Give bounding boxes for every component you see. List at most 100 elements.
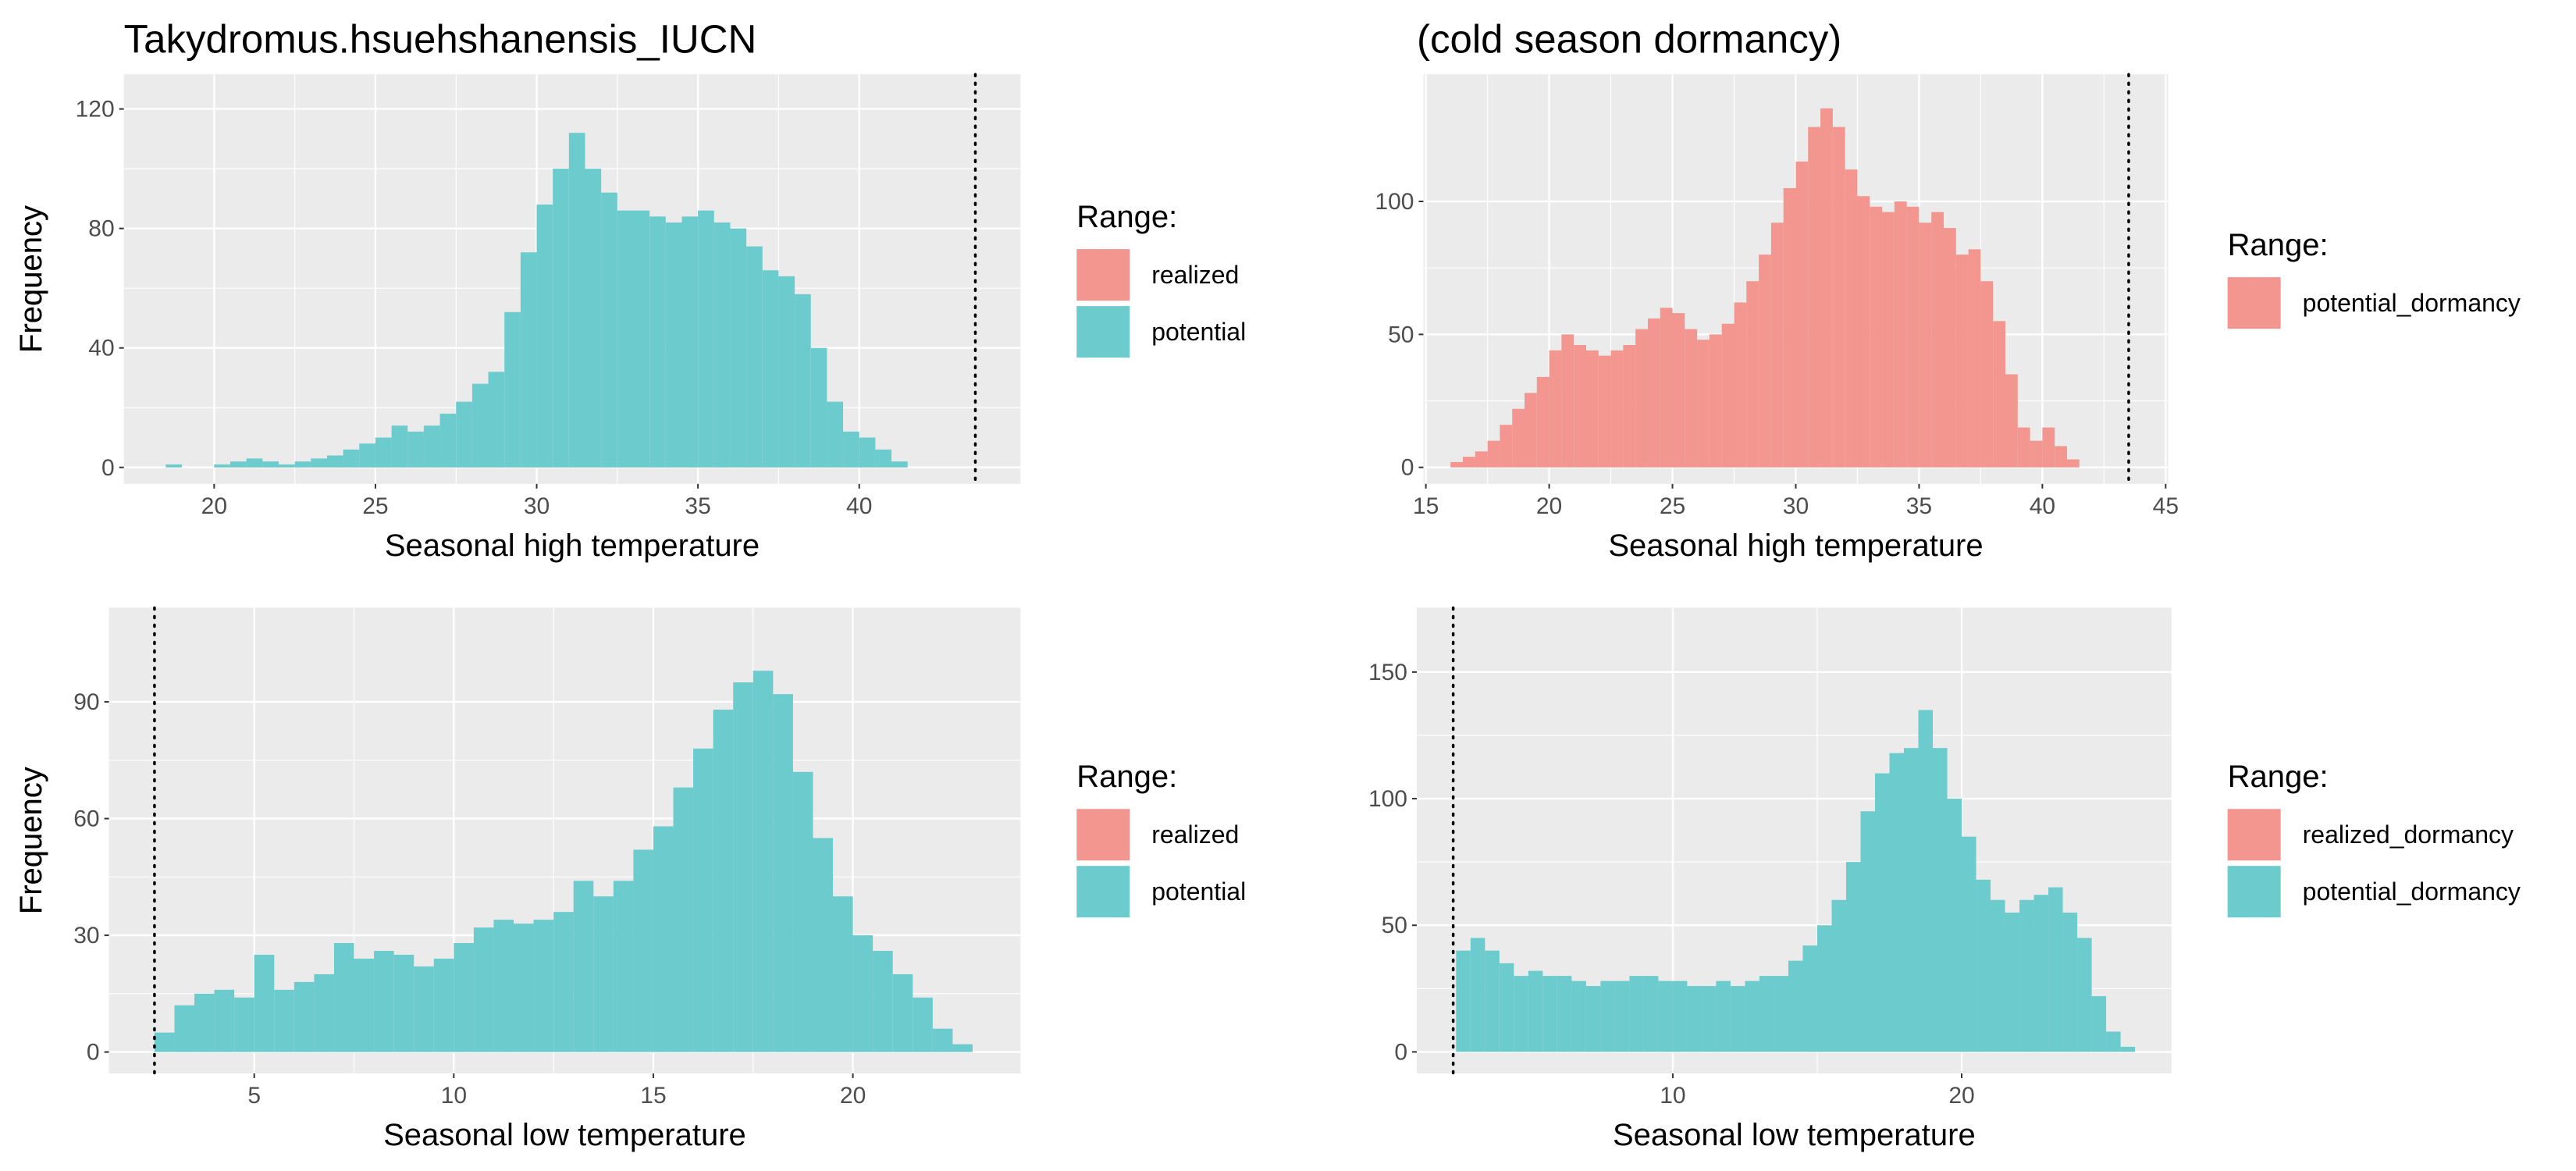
legend-label: realized bbox=[1151, 261, 1239, 289]
bar bbox=[2042, 427, 2055, 468]
bar bbox=[326, 455, 343, 468]
y-tick-label: 50 bbox=[1388, 322, 1414, 347]
bar bbox=[1499, 963, 1514, 1052]
chart-title: (cold season dormancy) bbox=[1417, 17, 1841, 62]
bar bbox=[1687, 986, 1702, 1052]
bar bbox=[1549, 350, 1562, 468]
bar bbox=[1623, 344, 1636, 468]
x-tick-label: 15 bbox=[1413, 493, 1439, 519]
bar bbox=[693, 748, 713, 1052]
bar bbox=[1860, 811, 1875, 1052]
bar bbox=[913, 997, 933, 1052]
bar bbox=[573, 881, 594, 1052]
y-tick-label: 90 bbox=[73, 689, 99, 715]
x-tick-label: 15 bbox=[640, 1083, 666, 1109]
bar bbox=[1697, 340, 1710, 468]
x-tick-label: 30 bbox=[524, 493, 550, 519]
bar bbox=[2066, 459, 2080, 468]
bar bbox=[1845, 862, 1861, 1052]
bar bbox=[1947, 799, 1962, 1052]
bar bbox=[407, 431, 424, 468]
bar bbox=[1470, 938, 1485, 1052]
bar bbox=[1931, 212, 1944, 468]
y-tick-label: 150 bbox=[1368, 660, 1407, 685]
legend-label: potential_dormancy bbox=[2303, 877, 2521, 906]
bar bbox=[753, 671, 774, 1052]
bar bbox=[278, 464, 295, 468]
y-tick-label: 0 bbox=[1394, 1039, 1407, 1065]
x-tick-label: 25 bbox=[1660, 493, 1685, 519]
bar bbox=[852, 935, 873, 1052]
x-tick-label: 40 bbox=[2030, 493, 2055, 519]
x-axis-title: Seasonal low temperature bbox=[1613, 1118, 1976, 1152]
x-tick-label: 45 bbox=[2153, 493, 2179, 519]
legend-label: realized bbox=[1151, 820, 1239, 849]
bar bbox=[1894, 201, 1907, 468]
bar bbox=[1919, 222, 1932, 468]
legend-key bbox=[1076, 249, 1130, 301]
bar bbox=[1536, 376, 1550, 468]
x-tick-label: 20 bbox=[1948, 1083, 1974, 1109]
bar bbox=[414, 966, 434, 1052]
y-tick-label: 100 bbox=[1368, 786, 1407, 812]
bar bbox=[262, 461, 279, 468]
y-axis-title: Frequency bbox=[14, 767, 48, 914]
bar bbox=[2120, 1046, 2136, 1052]
x-tick-label: 10 bbox=[441, 1083, 467, 1109]
bar bbox=[514, 924, 534, 1052]
bar bbox=[456, 401, 472, 468]
bar bbox=[1904, 748, 1919, 1052]
bar bbox=[1721, 323, 1735, 468]
y-axis-title: Frequency bbox=[14, 205, 48, 353]
bar bbox=[493, 920, 514, 1052]
panel: 0 50 100 15 20 25 30 35 40 45 (cold season dormanc… bbox=[14, 17, 2521, 563]
chart-title: Takydromus.hsuehshanensis_IUCN bbox=[124, 17, 757, 62]
legend-title: Range: bbox=[1076, 200, 1177, 234]
bar bbox=[1647, 318, 1660, 468]
bar bbox=[343, 449, 360, 468]
bar bbox=[1500, 425, 1513, 468]
bar bbox=[1475, 451, 1488, 468]
bar bbox=[374, 951, 394, 1052]
y-tick-label: 30 bbox=[73, 923, 99, 949]
y-tick-label: 80 bbox=[88, 216, 114, 242]
bar bbox=[2106, 1031, 2121, 1052]
y-tick-label: 60 bbox=[73, 806, 99, 832]
legend-key bbox=[2227, 866, 2281, 918]
bar bbox=[254, 954, 275, 1052]
bar bbox=[1991, 899, 2005, 1052]
bar bbox=[1574, 344, 1586, 468]
bar bbox=[504, 311, 521, 468]
panel: 0 40 80 120 20 25 30 35 40 Takydromus.hsuehshanen… bbox=[14, 17, 1246, 563]
bar bbox=[673, 787, 694, 1052]
bar bbox=[1542, 976, 1557, 1052]
bar bbox=[471, 383, 489, 468]
bar bbox=[733, 682, 753, 1052]
bar bbox=[393, 954, 415, 1052]
legend-key bbox=[2227, 809, 2281, 861]
bar bbox=[873, 951, 893, 1052]
bar bbox=[1857, 196, 1870, 468]
bar bbox=[1783, 187, 1796, 468]
bar bbox=[827, 401, 844, 468]
bar bbox=[454, 943, 474, 1052]
bar bbox=[473, 927, 494, 1052]
bar bbox=[1816, 925, 1832, 1052]
bar bbox=[649, 216, 666, 468]
bar bbox=[1709, 334, 1722, 468]
bar bbox=[1635, 329, 1648, 468]
bar bbox=[1456, 950, 1471, 1052]
bar bbox=[1774, 976, 1788, 1052]
bar bbox=[1660, 308, 1673, 468]
bar bbox=[2091, 996, 2107, 1052]
bar bbox=[174, 1005, 195, 1052]
bar bbox=[553, 912, 574, 1052]
bar bbox=[1795, 161, 1809, 468]
bar bbox=[746, 246, 763, 468]
bar bbox=[1730, 986, 1745, 1052]
bar bbox=[536, 205, 553, 468]
bar bbox=[593, 896, 614, 1052]
bar bbox=[1759, 976, 1774, 1052]
x-tick-label: 40 bbox=[846, 493, 872, 519]
